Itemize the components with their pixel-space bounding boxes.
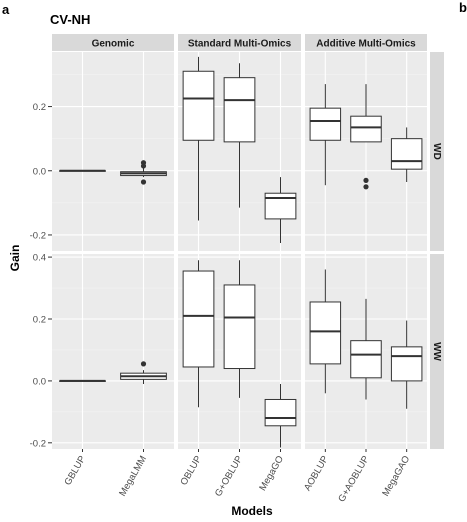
facet-strip-label: Additive Multi-Omics xyxy=(316,39,416,50)
box-g-aoblup xyxy=(350,84,382,190)
box-g-oblup xyxy=(223,63,256,208)
y-axis-title: Gain xyxy=(8,245,22,272)
facet-panel-ww-1 xyxy=(178,254,301,449)
y-tick-label: 0.2 xyxy=(33,315,46,326)
x-tick-label: G+AOBLUP xyxy=(336,454,371,504)
box-iqr xyxy=(390,138,423,170)
facet-row-label: WD xyxy=(431,143,442,160)
facet-row-strip-1 xyxy=(430,254,444,449)
x-tick-label: MegaGAO xyxy=(380,454,412,498)
y-tick-label: 0.0 xyxy=(33,166,46,177)
facet-panel-wd-0 xyxy=(52,52,174,251)
box-g-aoblup xyxy=(350,298,382,400)
box-megago xyxy=(264,384,297,448)
facet-panel-ww-2 xyxy=(305,254,427,449)
facet-strip-label: Genomic xyxy=(92,39,135,50)
box-oblup xyxy=(182,56,215,221)
outlier-point xyxy=(140,179,147,185)
facet-strip-0 xyxy=(52,34,174,51)
y-tick-label: 0.0 xyxy=(33,376,46,387)
box-gblup xyxy=(59,169,106,172)
facet-panels: Genomic Standard Multi-Omics Additive Mult… xyxy=(30,34,444,504)
facet-panel-wd-1 xyxy=(178,52,301,251)
facet-row-strip-0 xyxy=(430,52,444,251)
box-megagao xyxy=(390,320,423,409)
outlier-point xyxy=(140,163,147,169)
facet-row-label: WW xyxy=(431,342,442,361)
y-tick-label: -0.2 xyxy=(30,230,46,241)
y-tick-label: 0.2 xyxy=(33,102,46,113)
box-iqr xyxy=(223,77,256,143)
box-iqr xyxy=(309,107,342,141)
x-tick-label: MegaLMM xyxy=(117,454,149,498)
x-tick-label: OBLUP xyxy=(178,454,204,487)
box-aoblup xyxy=(309,269,342,394)
facet-panel-wd-2 xyxy=(305,52,427,251)
panel-letter-b: b xyxy=(459,0,467,15)
box-megagao xyxy=(390,127,423,182)
facet-strip-1 xyxy=(178,34,301,51)
facet-strip-2 xyxy=(305,34,427,51)
x-tick-label: GBLUP xyxy=(62,454,88,487)
box-megago xyxy=(264,177,297,243)
box-iqr xyxy=(264,398,297,427)
box-megalmm xyxy=(120,160,167,185)
chart-title: CV-NH xyxy=(50,12,90,27)
panel-letter-a: a xyxy=(2,2,10,17)
box-oblup xyxy=(182,260,215,408)
outlier-point xyxy=(363,177,369,183)
box-iqr xyxy=(309,301,342,365)
x-tick-label: G+OBLUP xyxy=(213,454,245,499)
y-tick-label: -0.2 xyxy=(30,438,46,449)
box-gblup xyxy=(59,379,106,382)
panel-background xyxy=(52,52,174,251)
box-iqr xyxy=(350,115,382,143)
x-tick-label: MegaGO xyxy=(257,454,286,493)
y-tick-label: 0.4 xyxy=(33,253,46,264)
box-iqr xyxy=(350,340,382,379)
box-iqr xyxy=(182,70,215,141)
facet-panel-ww-0 xyxy=(52,254,174,449)
facet-strip-label: Standard Multi-Omics xyxy=(188,39,292,50)
box-g-oblup xyxy=(223,260,256,398)
box-aoblup xyxy=(309,84,342,186)
x-tick-label: AOBLUP xyxy=(302,454,331,493)
panel-background xyxy=(52,254,174,449)
box-iqr xyxy=(223,284,256,370)
outlier-point xyxy=(140,361,147,367)
outlier-point xyxy=(363,184,369,190)
box-iqr xyxy=(390,346,423,382)
x-axis-title: Models xyxy=(231,504,273,518)
box-megalmm xyxy=(120,361,167,384)
box-iqr xyxy=(182,270,215,368)
